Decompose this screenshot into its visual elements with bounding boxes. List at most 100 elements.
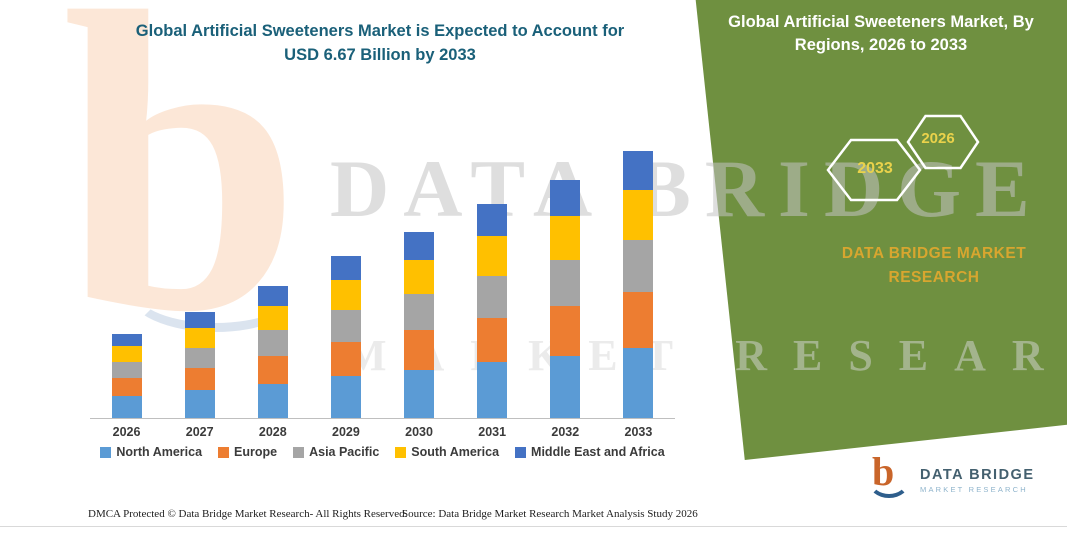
bar-segment-europe bbox=[257, 356, 288, 384]
bar-slot-2033 bbox=[602, 92, 675, 418]
x-tick-label-2033: 2033 bbox=[624, 425, 653, 439]
brand-wordmark: DATA BRIDGE MARKET RESEARCH bbox=[834, 242, 1034, 290]
brand-wordmark-line1: DATA BRIDGE MARKET bbox=[841, 245, 1027, 262]
logo-blue-arc-icon bbox=[868, 464, 910, 498]
x-tick-label-2031: 2031 bbox=[478, 425, 507, 439]
legend-item-north-america: North America bbox=[100, 445, 202, 459]
legend-swatch-icon bbox=[293, 446, 305, 458]
x-axis-labels: 2026 2027 2028 2029 2030 2031 2032 2033 bbox=[90, 425, 675, 439]
logo-text: DATA BRIDGE MARKET RESEARCH bbox=[920, 467, 1035, 494]
hexagon-year-2026: 2026 bbox=[921, 130, 955, 147]
bar-segment-middle-east-and-africa bbox=[477, 204, 508, 236]
chart-legend: North America Europe Asia Pacific South Ame… bbox=[90, 445, 675, 459]
bar-segment-north-america bbox=[623, 348, 654, 418]
hexagon-2026-outline bbox=[906, 114, 980, 170]
bar-segment-south-america bbox=[477, 236, 508, 276]
legend-swatch-icon bbox=[100, 446, 112, 458]
legend-label: Middle East and Africa bbox=[531, 445, 665, 459]
x-tick-label-2028: 2028 bbox=[258, 425, 287, 439]
chart-title-line2: USD 6.67 Billion by 2033 bbox=[284, 45, 476, 64]
stacked-bar-2027 bbox=[184, 312, 215, 418]
legend-swatch-icon bbox=[218, 446, 230, 458]
bar-slot-2027 bbox=[163, 92, 236, 418]
bar-segment-asia-pacific bbox=[111, 362, 142, 378]
bar-segment-north-america bbox=[477, 362, 508, 418]
bar-segment-asia-pacific bbox=[477, 276, 508, 318]
hexagon-badges bbox=[826, 114, 980, 202]
bar-segment-south-america bbox=[111, 346, 142, 362]
legend-swatch-icon bbox=[515, 446, 527, 458]
legend-item-europe: Europe bbox=[218, 445, 277, 459]
bar-segment-middle-east-and-africa bbox=[184, 312, 215, 328]
bar-segment-europe bbox=[184, 368, 215, 390]
logo-b-icon: b bbox=[868, 452, 912, 504]
bar-segment-north-america bbox=[111, 396, 142, 418]
hexagon-2033-outline bbox=[826, 138, 922, 202]
bar-segment-asia-pacific bbox=[550, 260, 581, 306]
bar-slot-2026 bbox=[90, 92, 163, 418]
bar-segment-europe bbox=[477, 318, 508, 362]
stacked-bar-2033 bbox=[623, 151, 654, 418]
bar-segment-north-america bbox=[550, 356, 581, 418]
bar-segment-south-america bbox=[623, 190, 654, 240]
stacked-bar-2026 bbox=[111, 334, 142, 418]
data-bridge-logo: b DATA BRIDGE MARKET RESEARCH bbox=[868, 452, 1035, 504]
logo-tagline: MARKET RESEARCH bbox=[920, 484, 1028, 494]
legend-item-south-america: South America bbox=[395, 445, 499, 459]
bar-segment-asia-pacific bbox=[404, 294, 435, 330]
plot-area bbox=[90, 92, 675, 419]
banner-title: Global Artificial Sweeteners Market, By … bbox=[728, 13, 1034, 55]
bar-segment-south-america bbox=[184, 328, 215, 348]
stacked-bar-2032 bbox=[550, 180, 581, 418]
chart-title-line1: Global Artificial Sweeteners Market is E… bbox=[135, 22, 625, 40]
legend-label: Europe bbox=[234, 445, 278, 459]
bar-segment-middle-east-and-africa bbox=[257, 286, 288, 306]
bar-segment-middle-east-and-africa bbox=[404, 232, 435, 260]
bar-segment-north-america bbox=[330, 376, 361, 418]
bar-segment-europe bbox=[623, 292, 654, 348]
bar-segment-middle-east-and-africa bbox=[111, 334, 142, 346]
bar-slot-2030 bbox=[383, 92, 456, 418]
x-tick-label-2027: 2027 bbox=[185, 425, 214, 439]
legend-label: South America bbox=[411, 445, 500, 459]
bar-slot-2032 bbox=[529, 92, 602, 418]
legend-item-middle-east-and-africa: Middle East and Africa bbox=[515, 445, 665, 459]
bar-segment-middle-east-and-africa bbox=[550, 180, 581, 216]
bar-segment-north-america bbox=[404, 370, 435, 418]
hexagon-year-2033: 2033 bbox=[857, 160, 893, 177]
bar-segment-europe bbox=[550, 306, 581, 356]
x-tick-label-2030: 2030 bbox=[405, 425, 433, 439]
bar-segment-europe bbox=[330, 342, 361, 376]
bar-segment-south-america bbox=[330, 280, 361, 310]
bar-segment-europe bbox=[111, 378, 142, 396]
stacked-bar-2030 bbox=[404, 232, 435, 418]
bar-segment-asia-pacific bbox=[257, 330, 288, 356]
bar-segment-north-america bbox=[184, 390, 215, 418]
source-note: Source: Data Bridge Market Research Mark… bbox=[402, 508, 698, 520]
bar-slot-2029 bbox=[309, 92, 382, 418]
bar-segment-middle-east-and-africa bbox=[623, 151, 654, 190]
bar-segment-middle-east-and-africa bbox=[330, 256, 361, 280]
bar-segment-south-america bbox=[404, 260, 435, 294]
legend-label: Asia Pacific bbox=[309, 445, 380, 459]
stacked-bar-2029 bbox=[330, 256, 361, 418]
bar-segment-north-america bbox=[257, 384, 288, 418]
chart-title: Global Artificial Sweeteners Market is E… bbox=[110, 20, 650, 68]
dmca-notice: DMCA Protected © Data Bridge Market Rese… bbox=[88, 508, 408, 520]
bar-slot-2031 bbox=[456, 92, 529, 418]
legend-item-asia-pacific: Asia Pacific bbox=[293, 445, 379, 459]
bar-segment-asia-pacific bbox=[330, 310, 361, 342]
stacked-bar-chart: 2026 2027 2028 2029 2030 2031 2032 2033 North A… bbox=[90, 92, 675, 459]
x-tick-label-2032: 2032 bbox=[551, 425, 580, 439]
stacked-bar-2031 bbox=[477, 204, 508, 418]
x-tick-label-2026: 2026 bbox=[112, 425, 141, 439]
legend-label: North America bbox=[116, 445, 203, 459]
bar-segment-asia-pacific bbox=[623, 240, 654, 292]
bar-segment-europe bbox=[404, 330, 435, 370]
bar-segment-south-america bbox=[550, 216, 581, 260]
bar-segment-asia-pacific bbox=[184, 348, 215, 368]
bar-slot-2028 bbox=[236, 92, 309, 418]
bar-segment-south-america bbox=[257, 306, 288, 330]
